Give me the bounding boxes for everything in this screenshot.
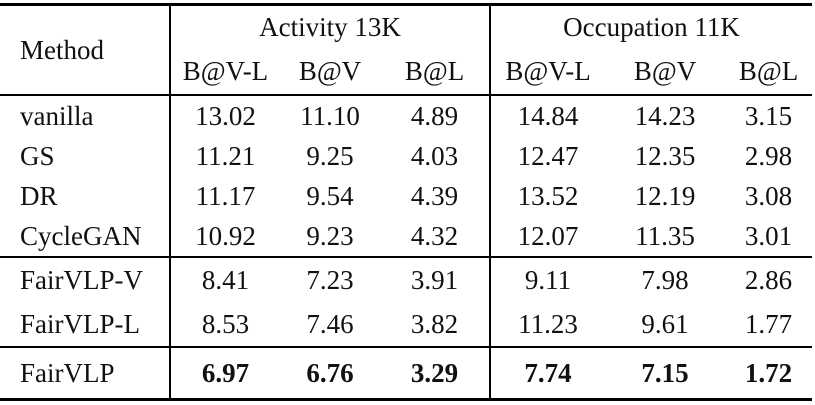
value-cell: 3.82 [380,302,492,347]
value-cell: 11.10 [280,94,380,136]
col-header-occupation-bvl: B@V-L [505,55,591,86]
value-cell: 9.25 [306,140,354,171]
value-cell: 14.23 [605,94,726,136]
value-cell: 7.98 [605,256,726,302]
table-header: Method Activity 13K Occupation 11K B@V-L… [0,4,812,95]
section-baselines: vanilla 13.02 11.10 4.89 14.84 14.23 3.1… [0,94,813,257]
value-cell: 1.77 [744,308,793,339]
col-header-occupation-bv: B@V [633,55,697,86]
value-cell: 7.15 [605,346,726,400]
value-cell: 12.19 [634,180,696,211]
section-final: FairVLP 6.97 6.76 3.29 7.74 7.15 1.72 [0,346,813,400]
value-cell: 11.21 [195,140,256,171]
method-cell: DR [0,176,171,216]
table-row: GS 11.21 9.25 4.03 12.47 12.35 2.98 [0,136,812,176]
group-header-row: Method Activity 13K Occupation 11K [0,4,812,95]
value-cell: 1.72 [725,346,813,400]
value-cell: 11.17 [195,180,256,211]
table-row: DR 11.17 9.54 4.39 13.52 12.19 3.08 [0,176,812,216]
group-header-activity: Activity 13K [170,4,492,48]
value-cell: 9.11 [490,256,606,302]
value-cell: 9.61 [641,308,689,339]
value-cell: 7.23 [280,256,380,302]
value-cell: 3.29 [380,346,492,400]
value-cell: 3.08 [744,180,793,211]
col-header-activity-bv: B@V [298,55,362,86]
method-column-header: Method [0,4,171,95]
results-table: Method Activity 13K Occupation 11K B@V-L… [0,3,813,401]
table-row: FairVLP-V 8.41 7.23 3.91 9.11 7.98 2.86 [0,256,813,302]
value-cell: 4.32 [380,216,492,257]
table-row: FairVLP 6.97 6.76 3.29 7.74 7.15 1.72 [0,346,813,400]
value-cell: 4.39 [380,176,492,216]
value-cell: 8.41 [170,256,280,302]
table-row: CycleGAN 10.92 9.23 4.32 12.07 11.35 3.0… [0,216,812,257]
method-cell: FairVLP-L [0,302,171,347]
section-ablation: FairVLP-V 8.41 7.23 3.91 9.11 7.98 2.86 … [0,256,813,347]
sub-header-row: B@V-L B@V B@L B@V-L B@V B@L [0,48,812,95]
table-row: vanilla 13.02 11.10 4.89 14.84 14.23 3.1… [0,94,813,136]
value-cell: 6.76 [280,346,380,400]
value-cell: 6.97 [170,346,280,400]
value-cell: 14.84 [490,94,606,136]
value-cell: 12.35 [634,140,696,171]
col-header-occupation-bl: B@L [738,55,799,86]
value-cell: 2.98 [744,140,793,171]
value-cell: 12.47 [517,140,579,171]
value-cell: 8.53 [201,308,250,339]
value-cell: 4.89 [380,94,492,136]
value-cell: 4.03 [380,136,492,176]
value-cell: 7.46 [306,308,354,339]
col-header-activity-bvl: B@V-L [182,55,269,86]
value-cell: 3.15 [725,94,813,136]
value-cell: 11.23 [518,308,578,339]
method-cell: GS [0,136,171,176]
method-cell: FairVLP-V [0,256,171,302]
value-cell: 3.01 [744,220,793,251]
value-cell: 9.23 [306,220,354,251]
value-cell: 2.86 [725,256,813,302]
value-cell: 13.02 [170,94,280,136]
value-cell: 11.35 [635,220,695,251]
value-cell: 7.74 [490,346,606,400]
value-cell: 10.92 [195,220,256,251]
table-row: FairVLP-L 8.53 7.46 3.82 11.23 9.61 1.77 [0,302,812,347]
value-cell: 9.54 [306,180,354,211]
group-header-occupation: Occupation 11K [563,11,740,42]
method-cell: CycleGAN [0,216,171,257]
method-cell: vanilla [0,94,171,136]
col-header-activity-bl: B@L [380,48,492,95]
value-cell: 12.07 [517,220,579,251]
value-cell: 13.52 [517,180,579,211]
value-cell: 3.91 [380,256,492,302]
method-cell: FairVLP [0,346,171,400]
